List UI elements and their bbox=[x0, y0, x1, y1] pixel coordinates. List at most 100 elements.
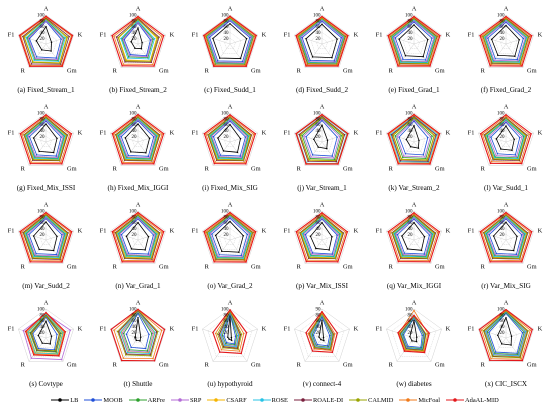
grid-ring bbox=[500, 233, 512, 245]
data-point bbox=[517, 157, 519, 160]
series-line-micfoal bbox=[307, 312, 336, 351]
series-line-calmid bbox=[483, 214, 528, 259]
axis-spoke bbox=[488, 239, 507, 264]
tick-label: 60 bbox=[224, 25, 230, 30]
data-point bbox=[484, 330, 487, 333]
axis-label: F1 bbox=[192, 130, 199, 137]
radar-chart: 100 80 60 40 20 A K Gm R F1 (a) Fixed_Stream_1 bbox=[0, 0, 92, 98]
data-point bbox=[35, 252, 37, 255]
series-line-rose bbox=[117, 216, 158, 258]
series-line-lb bbox=[495, 125, 515, 151]
series-line-moob bbox=[126, 312, 150, 349]
data-point bbox=[153, 360, 156, 362]
data-point bbox=[219, 351, 221, 353]
axis-label: A bbox=[136, 202, 141, 209]
data-point bbox=[205, 35, 208, 38]
axis-label: Gm bbox=[251, 263, 261, 270]
data-point bbox=[494, 58, 497, 60]
data-point bbox=[154, 233, 156, 236]
data-point bbox=[162, 230, 165, 233]
data-point bbox=[58, 256, 60, 259]
tick-label: 20 bbox=[408, 233, 414, 238]
grid-ring bbox=[386, 112, 442, 166]
series-line-arfre bbox=[299, 19, 344, 64]
data-point bbox=[148, 137, 151, 139]
data-point bbox=[413, 118, 415, 121]
data-point bbox=[309, 59, 311, 62]
series-line-calmid bbox=[482, 310, 529, 359]
tick-label: 20 bbox=[316, 37, 322, 42]
series-line-csarf bbox=[484, 215, 527, 259]
data-point bbox=[405, 138, 408, 141]
data-point bbox=[127, 56, 130, 58]
data-point bbox=[321, 214, 323, 217]
series-line-moob bbox=[301, 20, 342, 62]
axis-spoke bbox=[413, 239, 432, 264]
data-point bbox=[120, 233, 123, 236]
series-line-calmid bbox=[300, 215, 344, 259]
data-point bbox=[29, 261, 31, 263]
series-line-moob bbox=[490, 121, 521, 156]
data-point bbox=[343, 133, 346, 136]
series-line-adaal-mid bbox=[479, 211, 533, 263]
data-point bbox=[244, 260, 246, 262]
series-line-csarf bbox=[24, 117, 67, 161]
data-point bbox=[134, 47, 136, 49]
data-point bbox=[305, 65, 307, 67]
data-point bbox=[160, 35, 163, 38]
data-point bbox=[207, 134, 210, 136]
tick-label: 80 bbox=[40, 215, 46, 220]
axis-label: A bbox=[228, 104, 233, 111]
axis-label: K bbox=[354, 326, 359, 333]
data-point bbox=[61, 261, 63, 263]
data-point bbox=[60, 332, 62, 334]
axis-label: F1 bbox=[8, 228, 15, 235]
data-point bbox=[28, 135, 31, 138]
data-point bbox=[402, 253, 405, 256]
series-line-srp bbox=[220, 311, 239, 347]
data-point bbox=[518, 38, 520, 41]
data-point bbox=[125, 157, 127, 160]
series-line-srp bbox=[27, 20, 64, 60]
tick-label: 60 bbox=[40, 123, 46, 128]
data-point bbox=[18, 34, 21, 37]
axis-label: A bbox=[412, 300, 417, 307]
series-line-adaal-mid bbox=[111, 15, 165, 67]
data-point bbox=[153, 261, 155, 263]
grid-ring bbox=[126, 32, 150, 54]
axis-label: A bbox=[44, 300, 49, 307]
tick-label: 80 bbox=[408, 313, 414, 318]
data-point bbox=[214, 332, 217, 335]
data-point bbox=[316, 343, 319, 346]
data-point bbox=[333, 60, 336, 62]
tick-label: 40 bbox=[316, 31, 322, 36]
data-point bbox=[311, 154, 314, 156]
tick-label: 40 bbox=[500, 325, 506, 330]
axis-label: Gm bbox=[343, 263, 353, 270]
chart-caption: (s) Covtype bbox=[29, 380, 63, 388]
data-point bbox=[229, 17, 231, 19]
tick-label: 60 bbox=[132, 123, 138, 128]
data-point bbox=[33, 255, 35, 258]
data-point bbox=[249, 134, 252, 137]
grid-ring bbox=[202, 14, 258, 68]
axis-spoke bbox=[304, 239, 323, 264]
radar-chart: 90 80 60 40 20 A K Gm R F1 (v) connect-4 bbox=[276, 294, 368, 392]
data-point bbox=[137, 123, 139, 125]
axis-label: R bbox=[389, 67, 394, 74]
data-point bbox=[120, 359, 123, 362]
axis-label: F1 bbox=[468, 32, 475, 39]
axis-label: Gm bbox=[435, 263, 445, 270]
data-point bbox=[20, 231, 23, 233]
data-point bbox=[56, 235, 58, 238]
legend-swatch bbox=[51, 398, 70, 402]
data-point bbox=[69, 231, 72, 233]
data-point bbox=[62, 37, 64, 40]
data-point bbox=[112, 133, 115, 135]
axis-label: K bbox=[170, 32, 175, 39]
axis-label: R bbox=[205, 361, 210, 368]
data-point bbox=[298, 133, 300, 136]
series-line-moob bbox=[120, 120, 155, 157]
data-point bbox=[145, 152, 147, 154]
grid-ring bbox=[34, 32, 58, 54]
